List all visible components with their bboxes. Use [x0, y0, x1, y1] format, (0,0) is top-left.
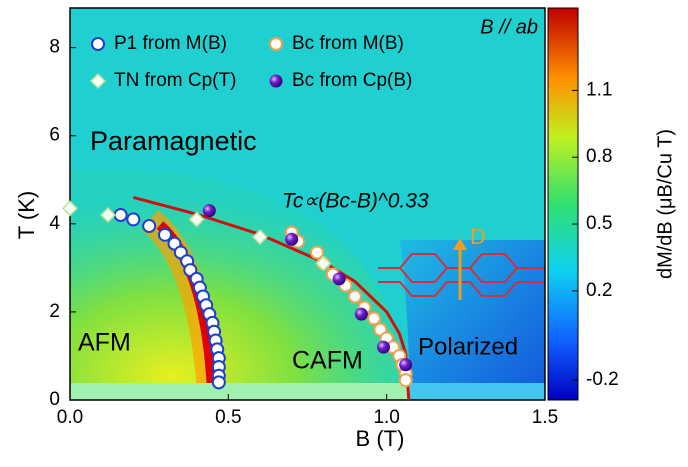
annotation: B // ab — [480, 16, 538, 38]
legend-label: Bc from Cp(B) — [292, 70, 412, 91]
marker — [142, 219, 157, 234]
y-tick-label: 6 — [49, 125, 60, 146]
marker — [399, 358, 413, 372]
annotation: Paramagnetic — [90, 126, 257, 156]
colorbar-tick-label: 0.5 — [586, 213, 612, 234]
y-tick-label: 8 — [49, 37, 60, 58]
colorbar-tick-label: 1.1 — [586, 79, 612, 100]
colorbar-tick-label: 0.8 — [586, 146, 612, 167]
marker — [315, 255, 332, 272]
legend-label: Bc from M(B) — [292, 33, 404, 54]
colorbar-tick-label: -0.2 — [586, 369, 619, 390]
annotation: D — [470, 224, 486, 249]
annotation: AFM — [78, 329, 131, 357]
marker — [285, 232, 299, 246]
marker — [113, 208, 128, 223]
x-tick-label: 0.5 — [215, 407, 241, 428]
annotation: CAFM — [292, 347, 363, 375]
y-tick-label: 4 — [49, 213, 60, 234]
legend-marker — [91, 37, 105, 51]
marker — [377, 340, 390, 354]
y-axis-label: T (K) — [14, 191, 39, 239]
heatmap — [70, 8, 545, 400]
x-tick-label: 1.5 — [532, 407, 558, 428]
marker — [99, 206, 117, 224]
x-axis-label: B (T) — [356, 426, 405, 451]
y-tick-label: 0 — [49, 389, 60, 410]
marker — [332, 272, 346, 286]
legend-marker — [269, 37, 283, 51]
marker — [211, 375, 226, 390]
marker — [61, 200, 79, 217]
marker — [202, 204, 216, 218]
marker — [251, 228, 269, 246]
marker — [367, 311, 381, 326]
legend-label: P1 from M(B) — [114, 33, 227, 54]
y-tick-label: 2 — [49, 301, 60, 322]
legend-marker — [269, 74, 283, 88]
annotation: Polarized — [418, 333, 518, 360]
colorbar — [547, 7, 579, 401]
fit-line — [132, 195, 411, 401]
marker — [354, 307, 368, 321]
legend-marker — [89, 72, 107, 90]
fit-label: Tc∝(Bc-B)^0.33 — [282, 190, 429, 213]
colorbar-tick-label: 0.2 — [586, 280, 612, 301]
legend-label: TN from Cp(T) — [114, 70, 236, 91]
x-tick-label: 0.0 — [57, 407, 83, 428]
colorbar-label: dM/dB (μB/Cu T) — [654, 129, 676, 279]
marker — [310, 245, 324, 260]
marker — [348, 289, 362, 304]
marker — [398, 373, 413, 388]
marker — [126, 212, 141, 227]
arrow-head — [453, 238, 467, 250]
x-tick-label: 1.0 — [373, 407, 399, 428]
marker — [188, 211, 205, 228]
marker — [158, 227, 172, 242]
